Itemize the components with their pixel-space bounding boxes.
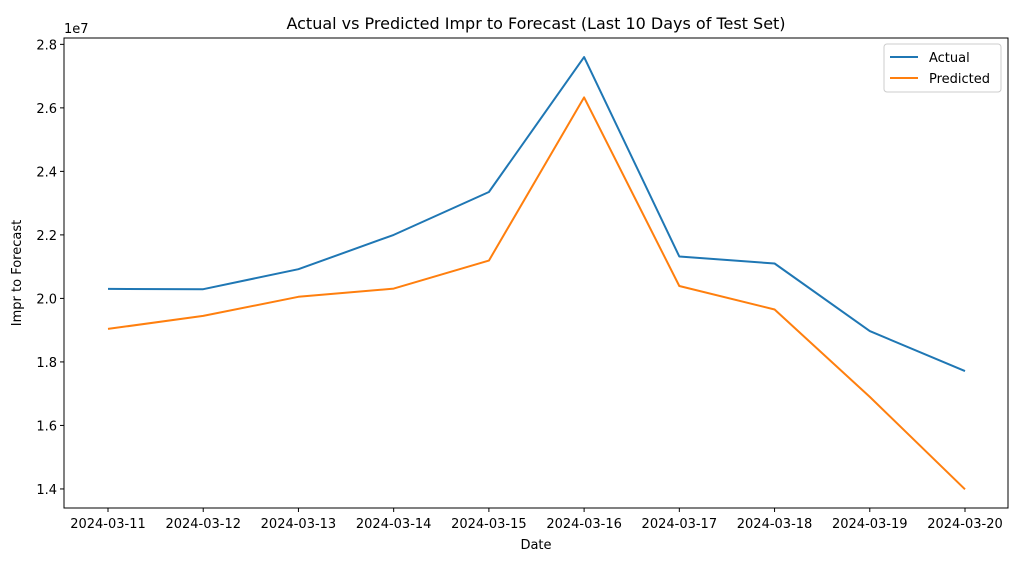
y-tick-label: 1.4 bbox=[36, 483, 57, 498]
y-tick-label: 2.0 bbox=[36, 292, 57, 307]
x-tick-label: 2024-03-12 bbox=[165, 517, 241, 532]
y-tick-label: 2.4 bbox=[36, 165, 57, 180]
x-tick-label: 2024-03-16 bbox=[546, 517, 622, 532]
y-tick-label: 1.8 bbox=[36, 356, 57, 371]
x-tick-label: 2024-03-19 bbox=[832, 517, 908, 532]
x-tick-label: 2024-03-20 bbox=[927, 517, 1003, 532]
series-line-actual bbox=[108, 57, 965, 371]
legend: Actual Predicted bbox=[884, 44, 1001, 92]
legend-label-actual: Actual bbox=[929, 51, 970, 66]
series-line-predicted bbox=[108, 97, 965, 489]
x-tick-label: 2024-03-13 bbox=[261, 517, 337, 532]
y-axis-offset-label: 1e7 bbox=[64, 22, 89, 37]
y-tick-label: 1.6 bbox=[36, 419, 57, 434]
legend-label-predicted: Predicted bbox=[929, 72, 990, 87]
x-tick-label: 2024-03-11 bbox=[70, 517, 146, 532]
x-tick-label: 2024-03-17 bbox=[642, 517, 718, 532]
y-tick-label: 2.6 bbox=[36, 102, 57, 117]
x-tick-label: 2024-03-18 bbox=[737, 517, 813, 532]
y-axis-label: Impr to Forecast bbox=[10, 220, 25, 326]
x-axis-label: Date bbox=[520, 538, 551, 553]
plot-frame bbox=[64, 38, 1008, 508]
y-tick-label: 2.2 bbox=[36, 229, 57, 244]
chart-title: Actual vs Predicted Impr to Forecast (La… bbox=[286, 14, 785, 33]
x-tick-label: 2024-03-15 bbox=[451, 517, 527, 532]
x-tick-label: 2024-03-14 bbox=[356, 517, 432, 532]
y-tick-label: 2.8 bbox=[36, 38, 57, 53]
